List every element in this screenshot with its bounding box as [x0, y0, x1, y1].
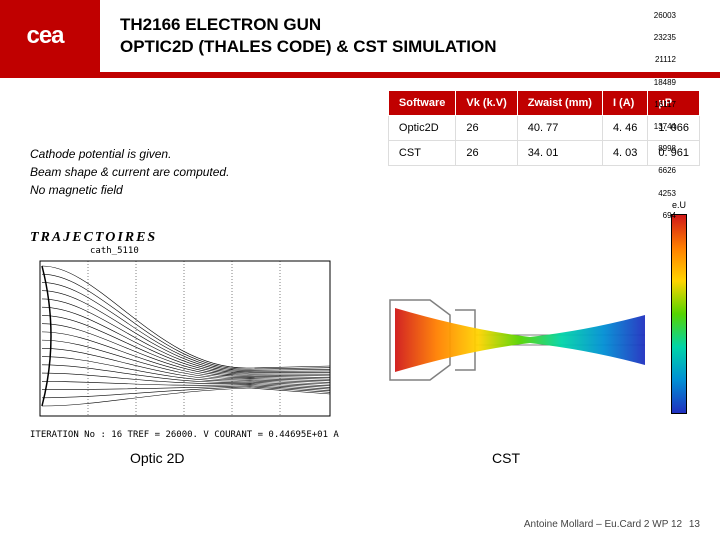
colorbar-tick: 8998 [654, 145, 676, 167]
table-cell: 40. 77 [517, 116, 602, 141]
title-line-2: OPTIC2D (THALES CODE) & CST SIMULATION [120, 36, 700, 58]
cst-chart [380, 260, 650, 420]
table-cell: 26 [456, 116, 517, 141]
table-header: Software [388, 91, 455, 116]
table-cell: 4. 03 [602, 141, 647, 166]
table-header: I (A) [602, 91, 647, 116]
logo-text: cea [26, 22, 63, 50]
colorbar-tick: 26003 [654, 12, 676, 34]
title-block: TH2166 ELECTRON GUN OPTIC2D (THALES CODE… [100, 0, 720, 72]
footer-page: 13 [689, 519, 700, 530]
table-cell: 4. 46 [602, 116, 647, 141]
right-caption: CST [492, 450, 520, 466]
colorbar-tick: 4253 [654, 190, 676, 212]
colorbar-tick: 13744 [654, 123, 676, 145]
desc-line-1: Cathode potential is given. [30, 145, 229, 163]
table-cell: CST [388, 141, 455, 166]
colorbar-ticks: 2600323235211121848916117137448998662642… [654, 12, 676, 234]
colorbar-tick: 694 [654, 212, 676, 234]
cst-svg [380, 260, 650, 420]
footer-text: Antoine Mollard – Eu.Card 2 WP 12 [524, 519, 682, 530]
left-caption: Optic 2D [130, 450, 184, 466]
colorbar-tick: 21112 [654, 56, 676, 78]
trajectory-chart: TRAJECTOIRES cath_5110 ITERATION No : 16… [30, 230, 340, 430]
table-cell: 26 [456, 141, 517, 166]
table-cell: 34. 01 [517, 141, 602, 166]
colorbar-tick: 23235 [654, 34, 676, 56]
trajectory-svg [30, 256, 340, 426]
logo: cea [10, 11, 80, 61]
colorbar-gradient [671, 214, 687, 414]
accent-bar [0, 72, 720, 78]
trajectory-subtitle: cath_5110 [90, 246, 340, 256]
table-cell: Optic2D [388, 116, 455, 141]
trajectory-title: TRAJECTOIRES [30, 230, 340, 246]
colorbar-tick: 16117 [654, 101, 676, 123]
table-header: Zwaist (mm) [517, 91, 602, 116]
desc-line-3: No magnetic field [30, 181, 229, 199]
footer: Antoine Mollard – Eu.Card 2 WP 12 13 [524, 519, 700, 530]
description: Cathode potential is given. Beam shape &… [30, 145, 229, 199]
colorbar-tick: 6626 [654, 167, 676, 189]
table-header: Vk (k.V) [456, 91, 517, 116]
desc-line-2: Beam shape & current are computed. [30, 163, 229, 181]
iteration-line: ITERATION No : 16 TREF = 26000. V COURAN… [30, 430, 340, 440]
colorbar-tick: 18489 [654, 79, 676, 101]
header: cea TH2166 ELECTRON GUN OPTIC2D (THALES … [0, 0, 720, 72]
title-line-1: TH2166 ELECTRON GUN [120, 14, 700, 36]
